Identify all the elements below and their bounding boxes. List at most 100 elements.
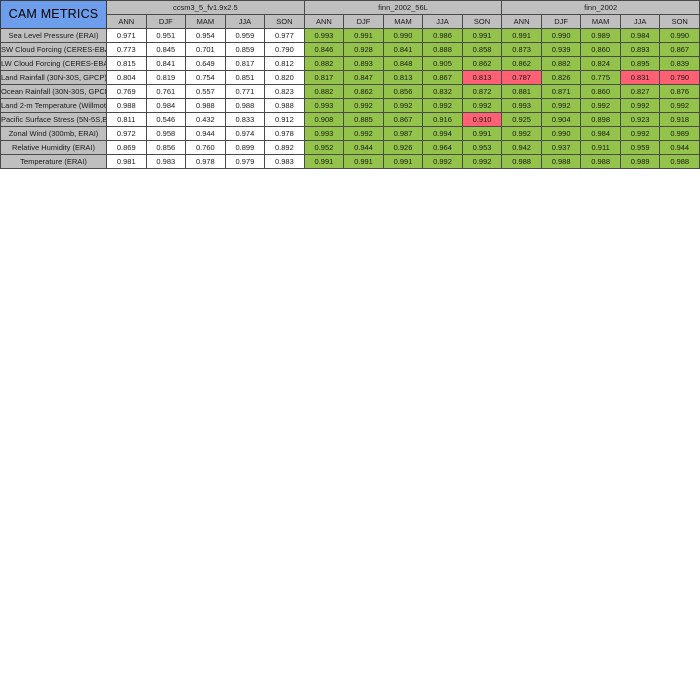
metric-value-cell: 0.773 bbox=[106, 42, 147, 57]
metric-value-cell: 0.990 bbox=[659, 28, 700, 43]
metric-value-cell: 0.790 bbox=[659, 70, 700, 85]
metric-value-cell: 0.831 bbox=[619, 70, 661, 85]
table-row: Land 2-m Temperature (Willmott) 0.988 0.98… bbox=[0, 98, 700, 113]
season-header-mam-0: MAM bbox=[185, 14, 226, 29]
metric-value-cell: 0.860 bbox=[580, 42, 621, 57]
metric-value-cell: 0.991 bbox=[343, 154, 384, 169]
metric-value-cell: 0.944 bbox=[185, 126, 226, 141]
metric-row-label-text: Sea Level Pressure (ERAI) bbox=[8, 31, 99, 40]
metric-value-cell: 0.790 bbox=[264, 42, 305, 57]
table-row: Temperature (ERAI) 0.981 0.983 0.978 0.979 0.… bbox=[0, 154, 700, 169]
metric-value-cell: 0.775 bbox=[580, 70, 621, 85]
metric-row-label: Ocean Rainfall (30N-30S, GPCP) bbox=[0, 84, 107, 99]
metric-value-cell: 0.898 bbox=[580, 112, 621, 127]
metric-value-cell: 0.912 bbox=[264, 112, 305, 127]
column-group-header: finn_2002 bbox=[501, 0, 700, 15]
table-row: Land Rainfall (30N-30S, GPCP) 0.804 0.819 0… bbox=[0, 70, 700, 85]
metric-value-cell: 0.813 bbox=[461, 70, 503, 85]
metric-row-label-text: Land Rainfall (30N-30S, GPCP) bbox=[1, 73, 106, 82]
metric-value-cell: 0.846 bbox=[303, 42, 345, 57]
metric-value-cell: 0.923 bbox=[619, 112, 661, 127]
metric-row-label-text: Ocean Rainfall (30N-30S, GPCP) bbox=[1, 87, 106, 96]
metric-row-label-text: SW Cloud Forcing (CERES-EBAF) bbox=[1, 45, 106, 54]
metric-value-cell: 0.977 bbox=[264, 28, 305, 43]
metric-value-cell: 0.992 bbox=[580, 98, 621, 113]
metric-value-cell: 0.981 bbox=[106, 154, 147, 169]
metric-value-cell: 0.847 bbox=[343, 70, 384, 85]
metric-value-cell: 0.918 bbox=[659, 112, 700, 127]
metric-value-cell: 0.771 bbox=[224, 84, 266, 99]
metric-value-cell: 0.432 bbox=[185, 112, 226, 127]
metric-value-cell: 0.992 bbox=[461, 98, 503, 113]
metric-value-cell: 0.989 bbox=[659, 126, 700, 141]
column-group-header: ccsm3_5_fv1.9x2.5 bbox=[106, 0, 305, 15]
metric-value-cell: 0.888 bbox=[422, 42, 463, 57]
metric-value-cell: 0.869 bbox=[106, 140, 147, 155]
metric-value-cell: 0.992 bbox=[343, 98, 384, 113]
metric-value-cell: 0.987 bbox=[382, 126, 424, 141]
metric-value-cell: 0.992 bbox=[382, 98, 424, 113]
metric-value-cell: 0.885 bbox=[343, 112, 384, 127]
metric-row-label-text: LW Cloud Forcing (CERES-EBAF) bbox=[1, 59, 106, 68]
metric-value-cell: 0.910 bbox=[461, 112, 503, 127]
metric-value-cell: 0.989 bbox=[580, 28, 621, 43]
table-row: Relative Humidity (ERAI) 0.869 0.856 0.760 0… bbox=[0, 140, 700, 155]
metric-value-cell: 0.939 bbox=[540, 42, 582, 57]
metric-value-cell: 0.899 bbox=[224, 140, 266, 155]
season-header-son-1: SON bbox=[461, 14, 503, 29]
metric-value-cell: 0.895 bbox=[619, 56, 661, 71]
metric-value-cell: 0.986 bbox=[422, 28, 463, 43]
table-header: CAM METRICS ccsm3_5_fv1.9x2.5 finn_2002_5… bbox=[0, 0, 700, 29]
metric-value-cell: 0.988 bbox=[580, 154, 621, 169]
metric-value-cell: 0.882 bbox=[540, 56, 582, 71]
metric-value-cell: 0.787 bbox=[501, 70, 542, 85]
metric-value-cell: 0.971 bbox=[106, 28, 147, 43]
metric-value-cell: 0.812 bbox=[264, 56, 305, 71]
metric-value-cell: 0.993 bbox=[501, 98, 542, 113]
metric-value-cell: 0.557 bbox=[185, 84, 226, 99]
metric-value-cell: 0.858 bbox=[461, 42, 503, 57]
metric-value-cell: 0.649 bbox=[185, 56, 226, 71]
metric-value-cell: 0.916 bbox=[422, 112, 463, 127]
metric-value-cell: 0.872 bbox=[461, 84, 503, 99]
metric-value-cell: 0.974 bbox=[224, 126, 266, 141]
metric-value-cell: 0.813 bbox=[382, 70, 424, 85]
metric-value-cell: 0.769 bbox=[106, 84, 147, 99]
metric-value-cell: 0.815 bbox=[106, 56, 147, 71]
season-header-ann-1: ANN bbox=[303, 14, 345, 29]
metric-value-cell: 0.845 bbox=[145, 42, 187, 57]
metric-value-cell: 0.824 bbox=[580, 56, 621, 71]
metric-value-cell: 0.991 bbox=[461, 126, 503, 141]
metric-value-cell: 0.926 bbox=[382, 140, 424, 155]
metric-value-cell: 0.761 bbox=[145, 84, 187, 99]
metric-value-cell: 0.991 bbox=[303, 154, 345, 169]
metric-value-cell: 0.988 bbox=[106, 98, 147, 113]
metric-value-cell: 0.984 bbox=[619, 28, 661, 43]
metric-row-label-text: Temperature (ERAI) bbox=[20, 157, 87, 166]
metric-value-cell: 0.893 bbox=[343, 56, 384, 71]
metric-value-cell: 0.988 bbox=[185, 98, 226, 113]
metric-value-cell: 0.988 bbox=[264, 98, 305, 113]
metric-value-cell: 0.990 bbox=[382, 28, 424, 43]
metric-value-cell: 0.959 bbox=[619, 140, 661, 155]
season-header-djf-1: DJF bbox=[343, 14, 384, 29]
metric-value-cell: 0.984 bbox=[580, 126, 621, 141]
metric-value-cell: 0.876 bbox=[659, 84, 700, 99]
metric-value-cell: 0.993 bbox=[303, 126, 345, 141]
metric-value-cell: 0.856 bbox=[382, 84, 424, 99]
metric-value-cell: 0.992 bbox=[540, 98, 582, 113]
table-body: Sea Level Pressure (ERAI) 0.971 0.951 0.954… bbox=[0, 28, 700, 169]
metric-value-cell: 0.881 bbox=[501, 84, 542, 99]
metric-value-cell: 0.841 bbox=[382, 42, 424, 57]
metric-value-cell: 0.990 bbox=[540, 126, 582, 141]
metric-value-cell: 0.928 bbox=[343, 42, 384, 57]
metric-value-cell: 0.911 bbox=[580, 140, 621, 155]
season-header-djf-2: DJF bbox=[540, 14, 582, 29]
metric-value-cell: 0.983 bbox=[145, 154, 187, 169]
table-row: Pacific Surface Stress (5N-5S,ERS)0.8110… bbox=[0, 112, 700, 127]
cam-metrics-table: CAM METRICS ccsm3_5_fv1.9x2.5 finn_2002_5… bbox=[0, 0, 700, 169]
season-header-jja-1: JJA bbox=[422, 14, 463, 29]
metric-row-label: Pacific Surface Stress (5N-5S,ERS) bbox=[0, 112, 107, 127]
season-header-son-0: SON bbox=[264, 14, 305, 29]
metric-value-cell: 0.817 bbox=[224, 56, 266, 71]
